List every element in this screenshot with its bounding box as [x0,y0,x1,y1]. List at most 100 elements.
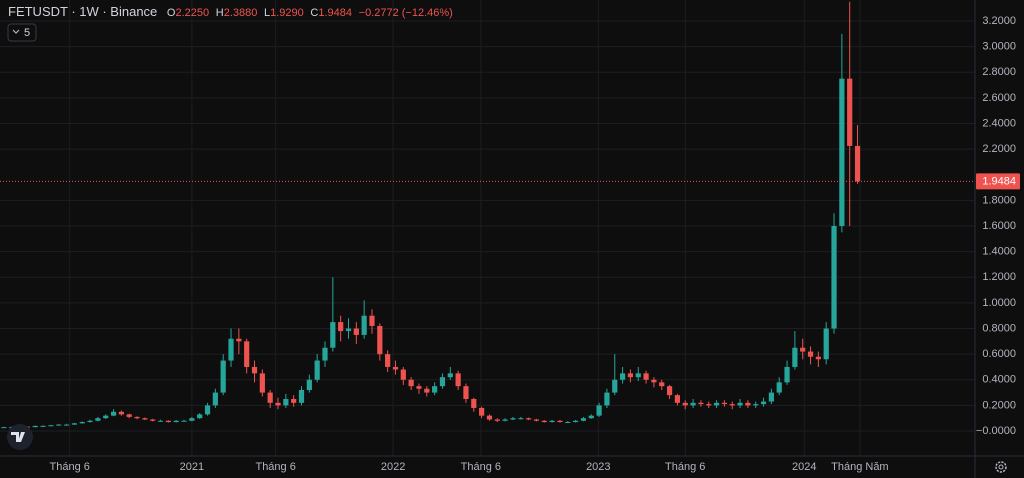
chevron-icon[interactable] [12,29,20,34]
candle-body [698,402,704,405]
x-tick-label: Tháng 6 [255,461,295,473]
candle-body [432,386,438,393]
candle-body [189,418,195,421]
candle-body [40,425,46,427]
gear-icon[interactable] [995,461,1007,473]
candle-body [173,420,179,423]
y-tick-label: 1.0000 [982,297,1016,309]
candle-body [502,419,508,421]
candle-body [298,390,305,403]
logo-mark[interactable] [11,432,25,442]
y-tick-label: 0.2000 [982,399,1016,411]
x-tick-label: 2022 [381,461,405,473]
candle-body [267,392,273,403]
candle-body [87,420,93,423]
candle-body [95,418,101,421]
candle-body [784,366,790,383]
candle-body [604,392,610,406]
candle-body [854,145,861,182]
candle-body [588,415,594,419]
y-tick-label: 0.6000 [982,348,1016,360]
tv-logo[interactable] [7,424,33,450]
candle-body [408,379,414,387]
candle-body [800,347,806,352]
candle-body [306,379,312,391]
candle-body [666,386,673,396]
indicator-toggle[interactable]: 5 [7,23,37,42]
candle-body [400,369,406,380]
axes: 3.2000 3.0000 2.8000 2.6000 2.4000 2.2000 1.80… [0,15,1020,473]
legend-c: 1.9484 [318,7,352,19]
x-tick-label: Tháng Năm [831,461,888,473]
candle-body [596,405,602,416]
candle-body [447,373,453,378]
candle-body [807,351,814,357]
legend: FETUSDT · 1W · Binance O2.2250 H2.3880 L… [8,4,453,19]
candle-body [549,420,555,423]
candles [1,1,861,429]
candle-body [839,78,845,227]
candle-body [244,341,250,367]
candle-body [118,411,124,415]
price-label-box [976,173,1020,190]
candle-body [533,419,540,421]
y-tick-label: 0.4000 [982,374,1016,386]
candle-body [150,419,156,421]
candle-body [651,379,657,383]
candle-body [776,382,782,393]
legend-h-label: H [216,7,224,19]
candle-body [63,424,70,426]
candle-body [682,402,688,406]
candle-body [479,407,485,416]
candle-body [32,425,38,428]
candle-body [275,402,281,406]
x-tick-label: Tháng 6 [461,461,501,473]
candle-body [48,425,54,427]
candle-body [713,402,720,406]
candle-body [674,395,681,403]
candle-body [338,322,344,332]
candle-body [706,404,712,406]
candle-body [792,347,798,367]
candle-body [753,404,759,406]
candle-body [228,338,234,361]
candle-body [56,424,62,426]
legend-change: −0.2772 (−12.46%) [359,7,453,19]
candle-body [291,398,297,403]
legend-c-label: C [310,7,318,19]
candle-body [236,338,242,342]
candle-body [729,404,735,406]
candle-body [557,420,563,423]
y-tick-label: 2.8000 [982,66,1016,78]
legend-o-label: O [167,7,176,19]
candle-body [212,392,218,406]
y-tick-label: 2.2000 [982,143,1016,155]
legend-l-label: L [264,7,270,19]
candle-body [455,373,461,387]
candle-body [204,405,211,415]
legend-h: 2.3880 [224,7,258,19]
candle-body [220,360,226,393]
candle-body [157,420,164,422]
candle-body [369,315,375,326]
candle-body [565,422,571,424]
y-tick-label: 3.2000 [982,15,1016,27]
candle-body [494,419,500,421]
candle-body [283,398,289,406]
indicator-count[interactable]: 5 [24,27,30,39]
gear-hub[interactable] [998,464,1004,470]
indicator-box[interactable] [7,23,37,42]
y-tick-label: 1.6000 [982,220,1016,232]
y-tick-label: 2.4000 [982,117,1016,129]
settings-button[interactable] [995,461,1007,473]
x-tick-label: Tháng 6 [665,461,705,473]
y-tick-label: 2.6000 [982,92,1016,104]
candle-body [142,418,148,420]
y-tick-label: 1.8000 [982,194,1016,206]
candle-body [541,420,547,423]
candle-body [259,373,265,393]
candle-body [377,325,383,355]
candle-body [79,422,85,424]
